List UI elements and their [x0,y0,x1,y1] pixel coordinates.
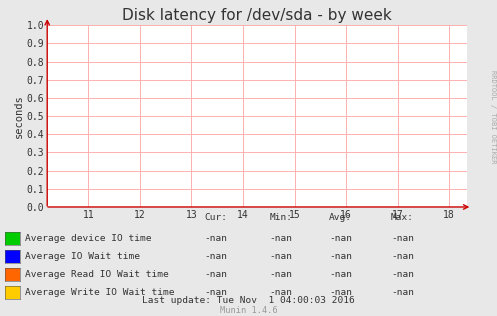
Text: -nan: -nan [329,252,352,261]
Text: -nan: -nan [269,252,292,261]
Text: Cur:: Cur: [205,213,228,222]
Text: -nan: -nan [329,288,352,297]
Text: Average IO Wait time: Average IO Wait time [25,252,140,261]
Text: -nan: -nan [205,288,228,297]
Text: -nan: -nan [269,288,292,297]
Text: -nan: -nan [329,270,352,279]
Text: Max:: Max: [391,213,414,222]
Text: -nan: -nan [391,234,414,243]
Text: -nan: -nan [269,234,292,243]
Text: Average Read IO Wait time: Average Read IO Wait time [25,270,168,279]
Text: -nan: -nan [329,234,352,243]
Title: Disk latency for /dev/sda - by week: Disk latency for /dev/sda - by week [122,8,392,23]
Text: Avg:: Avg: [329,213,352,222]
Text: Min:: Min: [269,213,292,222]
Text: -nan: -nan [269,270,292,279]
Text: -nan: -nan [205,234,228,243]
Text: -nan: -nan [391,270,414,279]
Text: RRDTOOL / TOBI OETIKER: RRDTOOL / TOBI OETIKER [490,70,496,164]
Text: Average device IO time: Average device IO time [25,234,152,243]
Text: -nan: -nan [391,252,414,261]
Text: Last update: Tue Nov  1 04:00:03 2016: Last update: Tue Nov 1 04:00:03 2016 [142,296,355,305]
Text: Munin 1.4.6: Munin 1.4.6 [220,307,277,315]
Text: -nan: -nan [205,252,228,261]
Text: Average Write IO Wait time: Average Write IO Wait time [25,288,174,297]
Text: -nan: -nan [391,288,414,297]
Y-axis label: seconds: seconds [14,94,24,138]
Text: -nan: -nan [205,270,228,279]
